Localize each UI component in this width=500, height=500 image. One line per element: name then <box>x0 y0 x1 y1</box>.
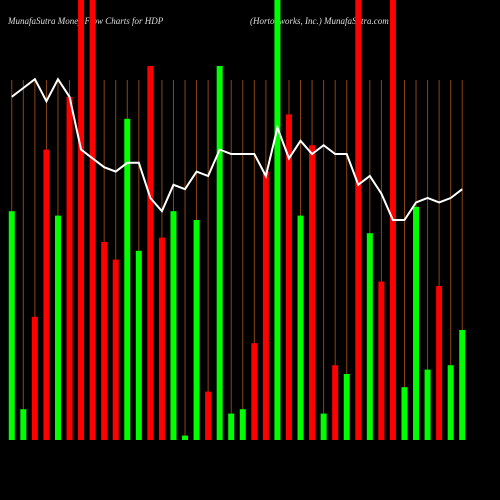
bar <box>147 66 154 440</box>
chart-title: MunafaSutra Money Flow Charts for HDP <box>7 16 164 26</box>
bar <box>89 0 96 440</box>
bar <box>401 387 408 440</box>
chart-subtitle: (Hortonworks, Inc.) MunafaSutra.com <box>250 16 389 26</box>
bar <box>66 96 73 441</box>
bar <box>447 365 454 440</box>
bar <box>8 211 15 440</box>
bar <box>424 369 431 440</box>
bar <box>135 250 142 440</box>
bar <box>459 330 466 440</box>
bar <box>170 211 177 440</box>
bar <box>332 365 339 440</box>
bar <box>228 413 235 440</box>
bar <box>251 343 258 440</box>
bar <box>413 206 420 440</box>
bar <box>285 114 292 441</box>
bar <box>343 374 350 440</box>
bar <box>31 316 38 440</box>
bar <box>101 242 108 440</box>
bar <box>43 149 50 440</box>
bar <box>309 145 316 440</box>
bar <box>112 259 119 440</box>
bar <box>436 286 443 440</box>
bar <box>158 237 165 440</box>
bar <box>78 0 85 440</box>
bar <box>205 391 212 440</box>
bar <box>124 118 131 441</box>
bar <box>378 281 385 440</box>
bar <box>355 0 362 440</box>
bar <box>297 215 304 440</box>
bar <box>320 413 327 440</box>
bar <box>274 0 281 440</box>
bar <box>182 435 189 440</box>
bar <box>262 171 269 440</box>
bar <box>366 233 373 440</box>
bar <box>216 66 223 440</box>
bar <box>239 409 246 440</box>
bar <box>54 215 61 440</box>
bar <box>193 220 200 440</box>
money-flow-line <box>11 77 463 221</box>
bar <box>20 409 27 440</box>
